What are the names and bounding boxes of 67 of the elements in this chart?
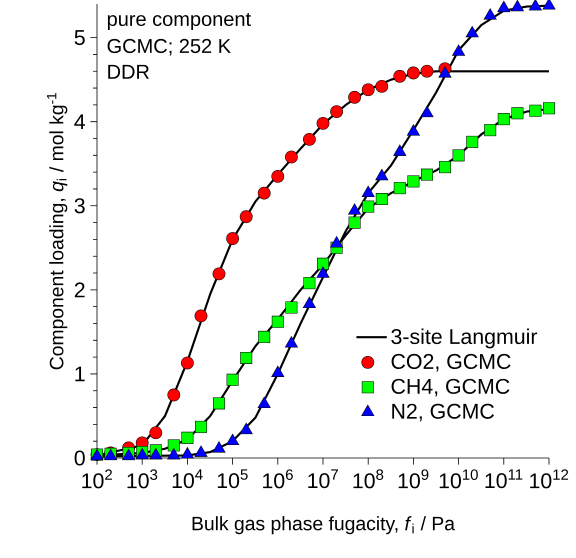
point bbox=[181, 432, 194, 444]
x-tick-label: 10$^{3}$ bbox=[127, 469, 158, 488]
annotation: GCMC; 252 K bbox=[108, 38, 231, 56]
annotation: pure component bbox=[108, 12, 251, 30]
y-tick-label: 5 bbox=[74, 30, 85, 46]
point bbox=[272, 316, 284, 328]
point bbox=[362, 186, 375, 198]
point bbox=[302, 132, 316, 146]
point bbox=[258, 330, 270, 343]
legend-label: 3-site Langmuir bbox=[391, 328, 538, 348]
point bbox=[168, 439, 180, 452]
point bbox=[167, 388, 180, 402]
point bbox=[212, 397, 225, 410]
point bbox=[271, 170, 284, 183]
x-tick-label: 10$^{7}$ bbox=[308, 469, 338, 488]
x-axis-title: Bulk gas phase fugacity, f$_{i}$ / Pa bbox=[192, 516, 455, 534]
point bbox=[303, 277, 316, 290]
point bbox=[393, 70, 406, 83]
point bbox=[362, 200, 374, 213]
point bbox=[542, 102, 555, 114]
legend-label: CO2, GCMC bbox=[392, 354, 511, 372]
point bbox=[316, 116, 330, 130]
point bbox=[316, 258, 330, 270]
point bbox=[212, 267, 226, 280]
annotation: DDR bbox=[108, 64, 149, 79]
y-tick-label: 3 bbox=[74, 198, 85, 214]
x-tick-label: 10$^{6}$ bbox=[263, 469, 293, 488]
point bbox=[167, 448, 180, 460]
x-tick-label: 10$^{10}$ bbox=[440, 469, 478, 488]
legend-label: N2, GCMC bbox=[392, 404, 494, 422]
point bbox=[452, 149, 465, 162]
point bbox=[484, 124, 496, 136]
point bbox=[180, 447, 194, 458]
x-tick-label: 10$^{8}$ bbox=[353, 469, 384, 488]
y-tick-label: 4 bbox=[74, 114, 86, 130]
point bbox=[226, 434, 240, 446]
point bbox=[302, 296, 316, 308]
point bbox=[180, 356, 194, 370]
point bbox=[316, 266, 330, 278]
y-tick-label: 0 bbox=[74, 450, 85, 466]
point bbox=[407, 175, 420, 188]
y-tick-label: 2 bbox=[74, 282, 85, 298]
point bbox=[529, 104, 542, 117]
point bbox=[226, 374, 239, 386]
point bbox=[528, 0, 542, 10]
x-tick-label: 10$^{5}$ bbox=[218, 469, 248, 488]
point bbox=[258, 186, 271, 200]
x-tick-label: 10$^{9}$ bbox=[398, 469, 428, 488]
x-tick-label: 10$^{11}$ bbox=[485, 469, 522, 488]
point bbox=[348, 216, 361, 229]
x-tick-label: 10$^{12}$ bbox=[530, 469, 568, 488]
point bbox=[212, 441, 226, 453]
point bbox=[362, 83, 375, 96]
point bbox=[542, 0, 556, 10]
point bbox=[258, 396, 271, 408]
point bbox=[394, 182, 406, 194]
point bbox=[271, 366, 284, 377]
y-tick-label: 1 bbox=[75, 366, 85, 382]
point bbox=[438, 161, 451, 174]
legend-label: CH4, GCMC bbox=[392, 378, 510, 396]
x-tick-label: 10$^{4}$ bbox=[172, 469, 203, 488]
x-tick-label: 10$^{2}$ bbox=[82, 469, 112, 488]
point bbox=[226, 232, 240, 245]
point bbox=[406, 66, 420, 80]
y-axis-title: Component loading, q$_{i}$ / mol kg$^{-1}$ bbox=[46, 93, 68, 370]
point bbox=[498, 113, 510, 126]
point bbox=[348, 90, 361, 104]
